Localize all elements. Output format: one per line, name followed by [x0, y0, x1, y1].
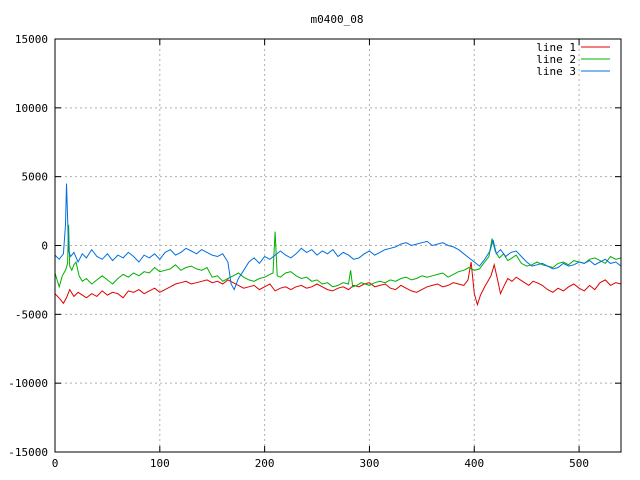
y-tick-label: -10000	[8, 377, 48, 390]
legend-label-1: line 1	[536, 41, 576, 54]
x-tick-label: 300	[360, 457, 380, 470]
grid-lines	[55, 39, 621, 452]
series-line-1	[54, 261, 622, 307]
series-line-3	[54, 183, 622, 291]
x-axis-tick-labels: 0 100 200 300 400 500	[52, 457, 589, 470]
axis-ticks	[54, 38, 621, 453]
y-tick-label: -5000	[15, 308, 48, 321]
legend-label-3: line 3	[536, 65, 576, 78]
y-tick-label: 5000	[22, 171, 49, 184]
series-lines	[54, 183, 622, 307]
y-axis-tick-labels: -15000 -10000 -5000 0 5000 10000 15000	[8, 33, 48, 459]
x-tick-label: 400	[464, 457, 484, 470]
x-tick-label: 0	[52, 457, 59, 470]
x-tick-label: 500	[569, 457, 589, 470]
x-tick-label: 100	[150, 457, 170, 470]
y-tick-label: 10000	[15, 102, 48, 115]
x-tick-label: 200	[255, 457, 275, 470]
y-tick-label: 15000	[15, 33, 48, 46]
legend-label-2: line 2	[536, 53, 576, 66]
y-tick-label: -15000	[8, 446, 48, 459]
y-tick-label: 0	[41, 240, 48, 253]
series-line-2	[54, 224, 622, 289]
chart-title: m0400_08	[311, 13, 364, 26]
